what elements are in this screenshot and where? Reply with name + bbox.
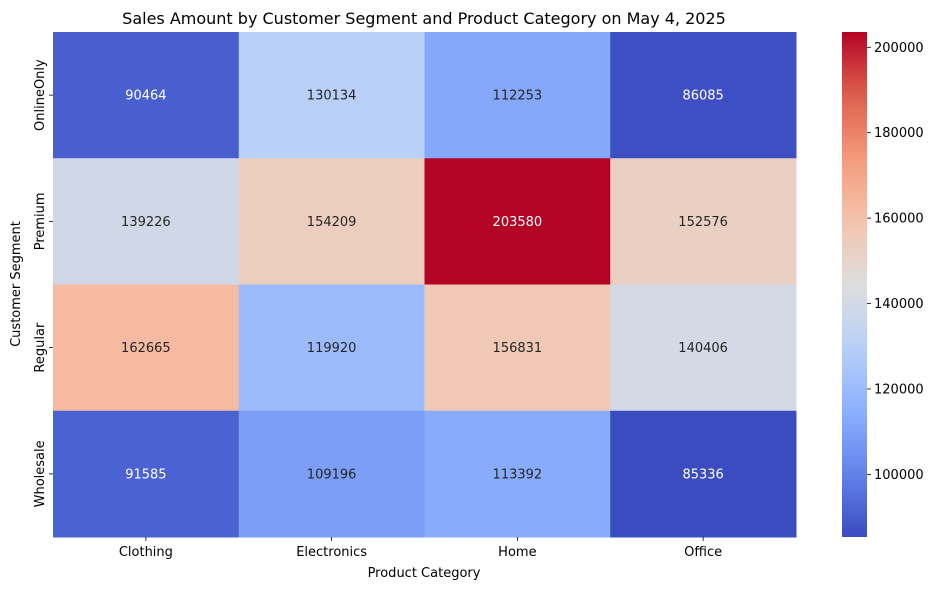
heatmap-cell bbox=[53, 284, 240, 412]
heatmap-cell bbox=[53, 32, 240, 159]
cell-value-label: 162665 bbox=[121, 341, 171, 356]
y-axis-label: Customer Segment bbox=[9, 221, 24, 347]
heatmap-cell bbox=[610, 32, 797, 159]
y-tick-label: Premium bbox=[33, 192, 48, 250]
cell-value-label: 86085 bbox=[682, 89, 723, 104]
y-tick-label: OnlineOnly bbox=[33, 59, 48, 131]
cell-value-label: 130134 bbox=[307, 89, 357, 104]
x-axis-label: Product Category bbox=[368, 566, 481, 581]
colorbar-tick-label: 200000 bbox=[874, 41, 924, 56]
colorbar-gradient bbox=[842, 32, 867, 537]
chart-title: Sales Amount by Customer Segment and Pro… bbox=[122, 9, 726, 28]
y-tick-label: Regular bbox=[33, 322, 48, 373]
heatmap-cell bbox=[610, 158, 797, 285]
cell-value-label: 139226 bbox=[121, 215, 171, 230]
cell-value-label: 152576 bbox=[678, 215, 728, 230]
cell-value-label: 203580 bbox=[493, 215, 543, 230]
cell-value-label: 140406 bbox=[678, 341, 728, 356]
heatmap-cell bbox=[238, 158, 425, 285]
heatmap-cell bbox=[424, 410, 611, 538]
cell-value-label: 112253 bbox=[493, 89, 543, 104]
heatmap-cell bbox=[238, 284, 425, 412]
colorbar: 100000 120000 140000 160000 180000 200000 bbox=[842, 32, 924, 537]
cell-value-label: 156831 bbox=[493, 341, 543, 356]
x-tick-label: Office bbox=[684, 545, 722, 560]
heatmap-cell bbox=[53, 410, 240, 538]
x-tick-label: Home bbox=[498, 545, 536, 560]
heatmap-cells: 90464 130134 112253 86085 139226 154209 203580… bbox=[53, 32, 797, 538]
cell-value-label: 109196 bbox=[307, 467, 357, 482]
heatmap-cell bbox=[424, 284, 611, 412]
colorbar-tick-label: 100000 bbox=[874, 468, 924, 483]
cell-value-label: 113392 bbox=[493, 467, 543, 482]
x-axis: Clothing Electronics Home Office bbox=[119, 537, 722, 560]
colorbar-tick-label: 120000 bbox=[874, 382, 924, 397]
x-tick-label: Clothing bbox=[119, 545, 173, 560]
cell-value-label: 85336 bbox=[682, 467, 723, 482]
heatmap-cell bbox=[238, 32, 425, 159]
heatmap-cell bbox=[238, 410, 425, 538]
heatmap-cell bbox=[424, 32, 611, 159]
colorbar-tick-label: 180000 bbox=[874, 126, 924, 141]
heatmap-cell bbox=[424, 158, 611, 285]
y-tick-label: Wholesale bbox=[33, 440, 48, 507]
cell-value-label: 119920 bbox=[307, 341, 357, 356]
x-tick-label: Electronics bbox=[296, 545, 367, 560]
heatmap-cell bbox=[610, 410, 797, 538]
y-axis: OnlineOnly Premium Regular Wholesale bbox=[33, 59, 53, 507]
heatmap-cell bbox=[610, 284, 797, 412]
cell-value-label: 154209 bbox=[307, 215, 357, 230]
cell-value-label: 91585 bbox=[125, 467, 166, 482]
colorbar-tick-label: 140000 bbox=[874, 297, 924, 312]
colorbar-tick-label: 160000 bbox=[874, 212, 924, 227]
heatmap-cell bbox=[53, 158, 240, 285]
cell-value-label: 90464 bbox=[125, 89, 166, 104]
